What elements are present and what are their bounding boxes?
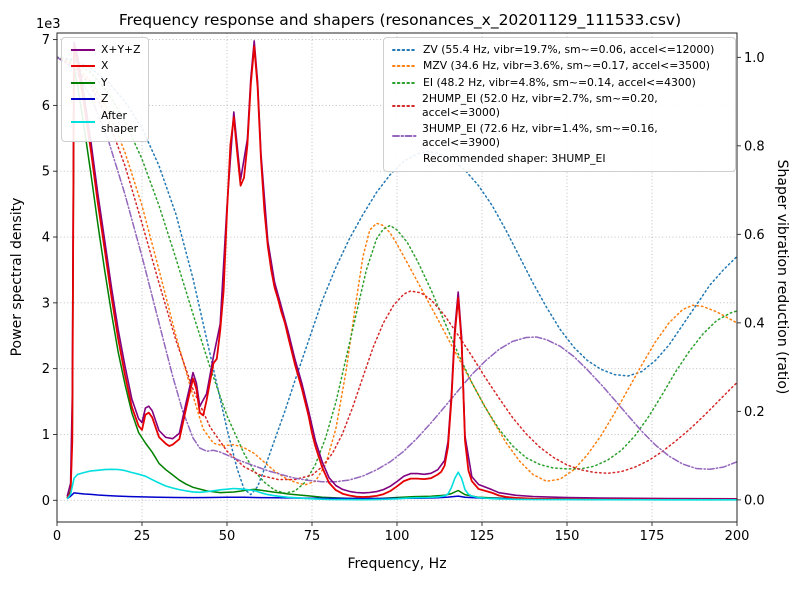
legend-item-z: Z xyxy=(70,92,140,105)
y-left-tick-label: 5 xyxy=(42,165,50,180)
x-tick-label: 25 xyxy=(134,529,151,544)
mzv-curve xyxy=(57,56,737,486)
y-right-tick-label: 1.0 xyxy=(744,51,765,66)
x-curve xyxy=(66,45,737,501)
legend-line-swatch xyxy=(71,48,95,51)
x-tick-label: 150 xyxy=(555,529,580,544)
y-right-tick-label: 0.4 xyxy=(744,316,765,331)
legend-item-x: X xyxy=(70,59,140,72)
legend-label: Y xyxy=(101,75,108,89)
y-right-tick-label: 0.6 xyxy=(744,228,765,243)
legend-line-swatch xyxy=(71,65,95,68)
y-right-tick-label: 0.2 xyxy=(744,405,765,420)
legend-label: 3HUMP_EI (72.6 Hz, vibr=1.4%, sm~=0.16, … xyxy=(422,122,658,149)
y-left-tick-label: 6 xyxy=(42,99,50,114)
legend-label: X xyxy=(101,59,109,73)
legend-line-swatch xyxy=(392,81,418,84)
legend-label: X+Y+Z xyxy=(101,43,141,56)
legend-item-mzv: MZV (34.6 Hz, vibr=3.6%, sm~=0.17, accel… xyxy=(392,59,727,72)
y-axis-offset-label: 1e3 xyxy=(36,17,61,32)
legend-line-swatch xyxy=(392,134,418,137)
y-axis-label-left: Power spectral density xyxy=(9,197,25,357)
y-curve xyxy=(66,68,737,501)
legend-item-2hump-ei: 2HUMP_EI (52.0 Hz, vibr=2.7%, sm~=0.20, … xyxy=(392,92,727,119)
legend-item-after-shaper: After shaper xyxy=(70,109,140,136)
3hump-ei-curve xyxy=(57,56,737,483)
x-tick-label: 100 xyxy=(385,529,410,544)
ei-curve xyxy=(57,56,737,494)
y-left-tick-label: 4 xyxy=(42,231,50,246)
legend-label: EI (48.2 Hz, vibr=4.8%, sm~=0.14, accel<… xyxy=(423,75,696,89)
x-axis-label: Frequency, Hz xyxy=(347,556,447,572)
x-tick-label: 175 xyxy=(640,529,665,544)
y-left-tick-label: 7 xyxy=(42,33,50,48)
x-tick-label: 200 xyxy=(725,529,750,544)
legend-psd: X+Y+Z X Y Z After shaper xyxy=(61,37,150,142)
legend-item-zv: ZV (55.4 Hz, vibr=19.7%, sm~=0.06, accel… xyxy=(392,43,727,56)
y-left-tick-label: 1 xyxy=(42,428,50,443)
legend-item-3hump-ei: 3HUMP_EI (72.6 Hz, vibr=1.4%, sm~=0.16, … xyxy=(392,122,727,149)
y-right-tick-label: 0.0 xyxy=(744,493,765,508)
x-tick-label: 75 xyxy=(304,529,321,544)
x-tick-label: 50 xyxy=(219,529,236,544)
legend-shapers: ZV (55.4 Hz, vibr=19.7%, sm~=0.06, accel… xyxy=(383,37,736,172)
legend-item-ei: EI (48.2 Hz, vibr=4.8%, sm~=0.14, accel<… xyxy=(392,76,727,89)
legend-label: ZV (55.4 Hz, vibr=19.7%, sm~=0.06, accel… xyxy=(423,43,715,56)
y-axis-label-right: Shaper vibration reduction (ratio) xyxy=(774,159,790,395)
legend-item-y: Y xyxy=(70,76,140,89)
legend-label: Z xyxy=(101,92,109,106)
chart-title: Frequency response and shapers (resonanc… xyxy=(118,11,682,29)
legend-line-swatch xyxy=(392,48,418,51)
legend-note: Recommended shaper: 3HUMP_EI xyxy=(423,152,606,166)
legend-item-recommended-shaper: Recommended shaper: 3HUMP_EI xyxy=(392,152,727,165)
legend-line-swatch xyxy=(71,121,95,124)
legend-line-swatch xyxy=(392,65,418,68)
legend-label: MZV (34.6 Hz, vibr=3.6%, sm~=0.17, accel… xyxy=(423,59,710,73)
legend-label: 2HUMP_EI (52.0 Hz, vibr=2.7%, sm~=0.20, … xyxy=(422,92,658,119)
y-left-tick-label: 0 xyxy=(42,494,50,509)
legend-line-swatch xyxy=(392,104,418,107)
legend-label: After shaper xyxy=(101,108,139,136)
y-right-tick-label: 0.8 xyxy=(744,139,765,154)
x-tick-label: 0 xyxy=(53,529,61,544)
y-left-tick-label: 2 xyxy=(42,362,50,377)
x-tick-label: 125 xyxy=(470,529,495,544)
legend-line-swatch xyxy=(71,98,95,101)
legend-item-x-y-z: X+Y+Z xyxy=(70,43,140,56)
y-left-tick-label: 3 xyxy=(42,296,50,311)
legend-line-swatch xyxy=(71,81,95,84)
after-shaper-curve xyxy=(66,468,737,501)
